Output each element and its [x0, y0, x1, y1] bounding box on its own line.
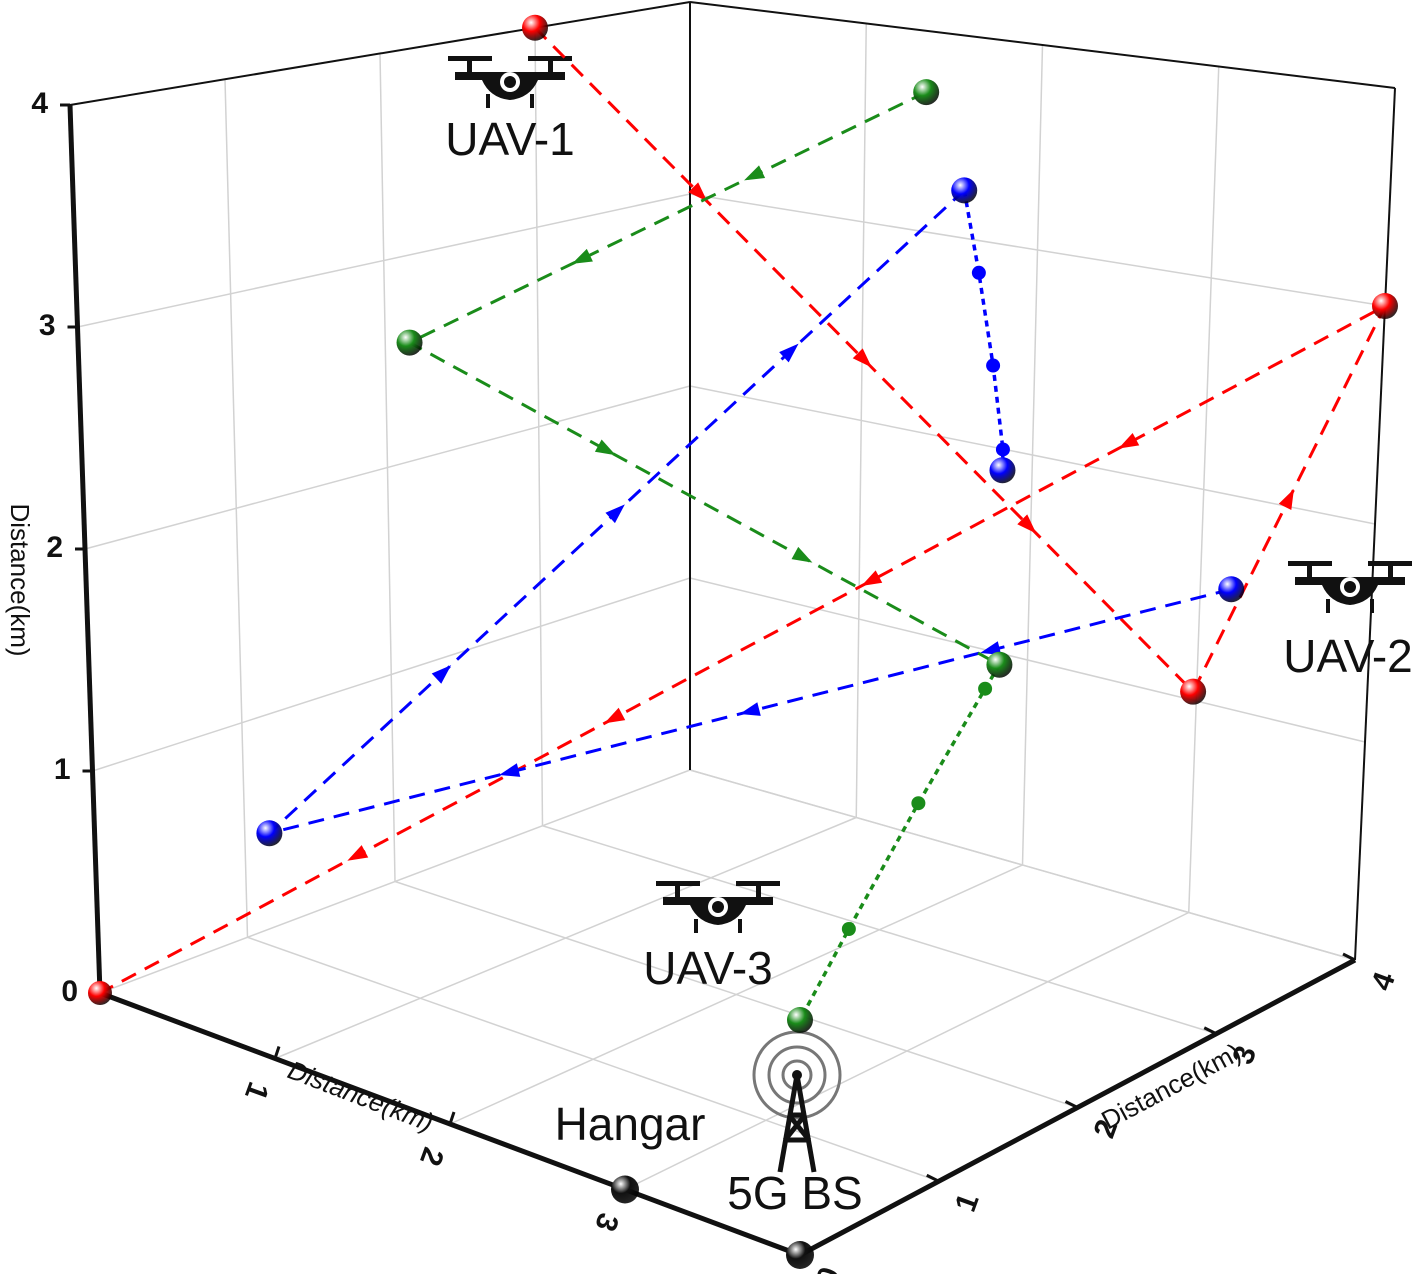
- descent-path: [962, 190, 1005, 471]
- landmark-label: 5G BS: [727, 1167, 863, 1219]
- waypoint: [1180, 678, 1207, 705]
- arrow-head: [571, 248, 593, 264]
- x-tick-label: 3: [588, 1209, 625, 1236]
- descent-point: [841, 921, 856, 936]
- grid-line: [542, 825, 1217, 1035]
- grid-line: [689, 769, 1356, 961]
- y-tick-label: 0: [810, 1263, 847, 1274]
- arrow-head: [431, 665, 452, 684]
- drone-icon: [448, 56, 572, 108]
- grid-line: [77, 193, 691, 328]
- uav-label: UAV-2: [1283, 630, 1413, 682]
- arrow-head: [594, 439, 616, 456]
- grid-line: [689, 385, 1376, 525]
- descent-point: [986, 358, 1001, 373]
- arrow-head: [779, 343, 799, 363]
- grid-line: [689, 193, 1386, 307]
- axes: 01234123401234: [31, 1, 1402, 1274]
- box-edge: [1354, 87, 1396, 961]
- grid-line: [92, 577, 691, 772]
- waypoint: [986, 651, 1013, 678]
- arrow-head: [347, 845, 369, 861]
- z-tick-label: 3: [39, 309, 56, 342]
- landmark-label: Hangar: [555, 1098, 706, 1150]
- grid-line: [689, 577, 1366, 743]
- waypoint: [396, 329, 423, 356]
- waypoint: [951, 177, 978, 204]
- trajectory: [99, 26, 1389, 995]
- box-edge: [689, 1, 1396, 89]
- base-station-icon: [752, 1030, 842, 1173]
- descent-path: [798, 663, 1001, 1021]
- z-tick-label: 4: [31, 87, 48, 120]
- grid-line: [84, 385, 691, 550]
- descent-point: [911, 796, 926, 811]
- arrow-head: [861, 570, 883, 586]
- arrow-head: [604, 707, 626, 724]
- drone-icon: [656, 881, 780, 933]
- descent-point: [971, 265, 986, 280]
- tick-mark: [1064, 1100, 1079, 1109]
- z-tick-label: 0: [61, 975, 78, 1008]
- landmark-point: [786, 1241, 814, 1269]
- arrow-head: [1118, 432, 1140, 449]
- arrow-head: [980, 641, 1002, 655]
- x-tick-label: 1: [238, 1078, 275, 1105]
- box-edge: [69, 1, 691, 106]
- grid-line: [99, 769, 691, 994]
- tick-mark: [448, 1111, 456, 1125]
- z-axis-label: Distance(km): [5, 503, 35, 656]
- descent-point: [787, 1007, 813, 1033]
- arrow-head: [1017, 514, 1037, 534]
- arrow-head: [499, 763, 521, 777]
- arrow-head: [688, 182, 708, 202]
- uav-label: UAV-1: [445, 113, 575, 165]
- z-tick-label: 2: [46, 531, 63, 564]
- waypoint: [522, 14, 548, 41]
- arrow-head: [852, 348, 872, 368]
- descent-point: [978, 681, 993, 696]
- descent-point: [989, 457, 1016, 484]
- descent-point: [995, 442, 1010, 457]
- grid-line: [394, 880, 1078, 1109]
- x-axis-label: Distance(km): [284, 1055, 438, 1138]
- waypoint: [913, 79, 940, 106]
- arrow-head: [605, 504, 625, 524]
- y-tick-label: 1: [949, 1189, 986, 1216]
- y-tick-label: 4: [1365, 968, 1402, 995]
- waypoint: [256, 820, 283, 847]
- waypoint: [1218, 576, 1245, 603]
- tick-mark: [273, 1046, 281, 1059]
- arrow-head: [791, 546, 813, 563]
- landmark-point: [611, 1175, 639, 1204]
- waypoint: [88, 981, 112, 1005]
- tick-mark: [1203, 1026, 1217, 1036]
- arrow-head: [744, 165, 766, 181]
- trajectories: [88, 14, 1398, 1269]
- trajectory: [268, 189, 1232, 835]
- tick-mark: [1342, 952, 1356, 962]
- x-tick-label: 2: [413, 1143, 450, 1170]
- drone-icon: [1288, 561, 1412, 613]
- uav-label: UAV-3: [643, 942, 773, 994]
- arrow-head: [1278, 488, 1294, 511]
- z-tick-label: 1: [54, 753, 71, 786]
- trajectory: [406, 90, 1001, 667]
- waypoint: [1372, 293, 1398, 319]
- arrow-head: [739, 702, 761, 716]
- grid-line: [247, 936, 939, 1182]
- tick-mark: [926, 1173, 940, 1183]
